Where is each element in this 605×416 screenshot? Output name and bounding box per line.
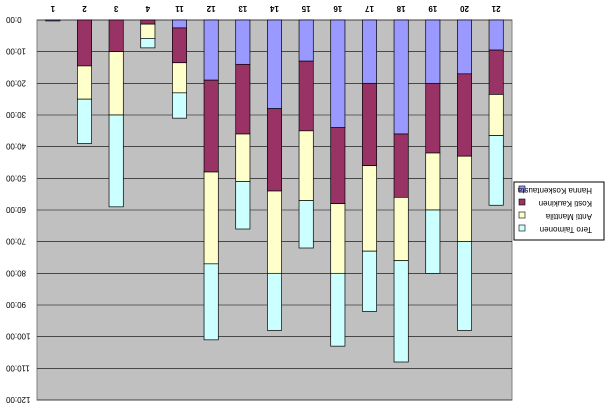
y-tick-label: 0:00 bbox=[5, 15, 21, 24]
x-category-label: 18 bbox=[396, 4, 405, 13]
legend-swatch bbox=[518, 211, 526, 219]
y-tick-label: 100:00 bbox=[5, 332, 30, 341]
bar-segment bbox=[425, 82, 441, 154]
y-tick-label: 70:00 bbox=[5, 237, 26, 246]
y-axis-tick-labels: 0:00 10:00 20:00 30:00 40:00 50:00 60:00 70:00 8… bbox=[5, 15, 30, 404]
bar-segment bbox=[77, 65, 92, 100]
x-category-label: 16 bbox=[333, 4, 342, 13]
bar-segment bbox=[298, 200, 314, 249]
x-axis-category-labels: 1 2 3 4 11 12 13 14 15 16 17 18 19 20 21 bbox=[50, 4, 501, 13]
bar-segment bbox=[267, 108, 282, 192]
y-tick-label: 20:00 bbox=[5, 78, 26, 87]
bar-segment bbox=[172, 19, 187, 29]
bar-segment bbox=[425, 209, 441, 274]
x-category-label: 21 bbox=[491, 4, 500, 13]
bar-segment bbox=[488, 19, 504, 51]
legend-label: Antti Manttila bbox=[545, 212, 592, 221]
bar-segment bbox=[393, 260, 409, 363]
bar-segment bbox=[488, 94, 504, 136]
bar-segment bbox=[362, 19, 377, 84]
y-tick-label: 80:00 bbox=[5, 268, 26, 277]
x-category-label: 17 bbox=[365, 4, 374, 13]
bar-segment bbox=[203, 263, 219, 341]
bar-segment bbox=[457, 73, 472, 157]
x-category-label: 11 bbox=[175, 4, 184, 13]
bar-segment bbox=[235, 133, 251, 182]
y-tick-label: 110:00 bbox=[5, 363, 29, 372]
bar-segment bbox=[172, 92, 187, 119]
bar-segment bbox=[330, 19, 346, 129]
bar-segment bbox=[235, 181, 251, 230]
x-category-label: 15 bbox=[301, 4, 310, 13]
bar-segment bbox=[108, 19, 124, 53]
legend-label: Hanna Koskentausta bbox=[517, 186, 592, 195]
x-category-label: 3 bbox=[113, 4, 118, 13]
bar-segment bbox=[457, 155, 472, 243]
bar-segment bbox=[267, 190, 282, 274]
bar-segment bbox=[488, 49, 504, 95]
legend-label: Kosti Kaukinen bbox=[539, 199, 592, 208]
bar-segment bbox=[330, 203, 346, 274]
y-tick-label: 40:00 bbox=[5, 142, 26, 151]
bar-segment bbox=[393, 19, 409, 135]
bar-segment bbox=[425, 152, 441, 211]
bar-segment bbox=[203, 171, 219, 265]
y-tick-label: 90:00 bbox=[5, 300, 26, 309]
x-category-label: 12 bbox=[206, 4, 215, 13]
legend-label: Tero Taimonen bbox=[540, 225, 592, 234]
bar-segment bbox=[235, 19, 251, 65]
bar-segment bbox=[457, 19, 472, 75]
bar-segment bbox=[393, 133, 409, 198]
legend-swatch bbox=[518, 224, 526, 232]
bar-segment bbox=[172, 27, 187, 64]
legend-swatch bbox=[518, 198, 526, 206]
bar-segment bbox=[362, 165, 377, 252]
bar-segment bbox=[362, 82, 377, 167]
bar-segment bbox=[140, 23, 156, 39]
bar-segment bbox=[488, 135, 504, 206]
bar-segment bbox=[267, 272, 282, 331]
x-category-label: 4 bbox=[145, 4, 150, 13]
bar-segment bbox=[203, 19, 219, 81]
bar-segment bbox=[425, 19, 441, 84]
bar-segment bbox=[330, 272, 346, 347]
bar-segment bbox=[77, 98, 92, 144]
bar-segment bbox=[140, 19, 156, 25]
bar-segment bbox=[457, 241, 472, 331]
bar-segment bbox=[108, 51, 124, 116]
x-category-label: 20 bbox=[460, 4, 469, 13]
bar-segment bbox=[172, 62, 187, 94]
bar-segment bbox=[362, 250, 377, 312]
bar-segment bbox=[203, 79, 219, 173]
x-category-label: 14 bbox=[270, 4, 279, 13]
x-category-label: 1 bbox=[50, 4, 55, 13]
legend: Hanna Koskentausta Kosti Kaukinen Antti Ma… bbox=[513, 181, 605, 241]
bar-segment bbox=[298, 60, 314, 132]
bar-segment bbox=[108, 114, 124, 208]
y-tick-label: 60:00 bbox=[5, 205, 26, 214]
bars bbox=[45, 19, 504, 363]
bar-segment bbox=[235, 63, 251, 135]
y-tick-label: 30:00 bbox=[5, 110, 26, 119]
bar-segment bbox=[45, 19, 61, 22]
x-category-label: 19 bbox=[428, 4, 437, 13]
bar-segment bbox=[330, 127, 346, 205]
legend-swatch bbox=[518, 185, 526, 193]
x-category-label: 13 bbox=[238, 4, 247, 13]
bar-segment bbox=[298, 19, 314, 62]
y-tick-label: 120:00 bbox=[5, 395, 30, 404]
bar-segment bbox=[267, 19, 282, 110]
bar-segment bbox=[140, 38, 156, 49]
y-tick-label: 50:00 bbox=[5, 173, 26, 182]
bar-segment bbox=[77, 19, 92, 67]
y-tick-label: 10:00 bbox=[5, 47, 26, 56]
x-category-label: 2 bbox=[82, 4, 87, 13]
bar-segment bbox=[298, 130, 314, 201]
legend-box bbox=[513, 181, 605, 241]
bar-segment bbox=[393, 196, 409, 262]
